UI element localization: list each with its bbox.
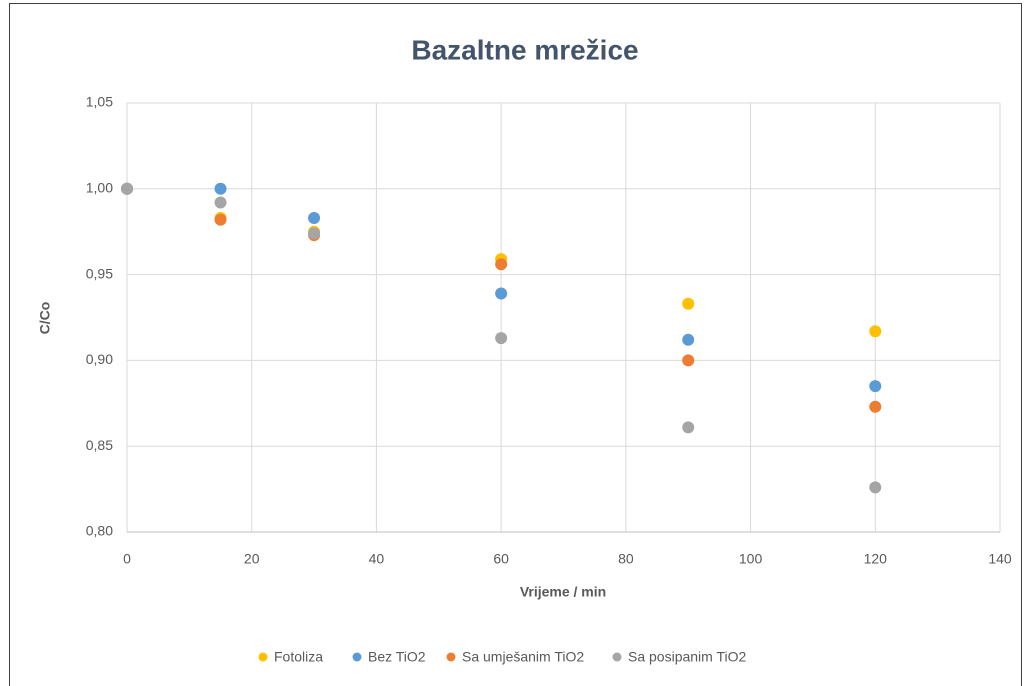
x-tick-label: 0 <box>123 551 131 567</box>
legend-label: Fotoliza <box>274 649 323 665</box>
legend-label: Sa umješanim TiO2 <box>462 649 584 665</box>
y-tick-label: 0,95 <box>86 265 113 281</box>
point <box>682 354 695 367</box>
point <box>495 287 508 300</box>
x-tick-label: 140 <box>988 551 1012 567</box>
legend-marker <box>612 652 622 662</box>
point <box>214 182 227 195</box>
y-tick-label: 0,85 <box>86 437 113 453</box>
point <box>121 182 133 195</box>
point <box>495 332 508 345</box>
point <box>495 258 508 271</box>
point <box>214 196 227 209</box>
point <box>682 421 695 434</box>
point <box>869 325 882 338</box>
y-tick-label: 1,00 <box>86 180 113 196</box>
x-tick-label: 100 <box>739 551 763 567</box>
point <box>308 211 321 224</box>
legend-marker <box>446 652 456 662</box>
y-tick-label: 0,80 <box>86 523 113 539</box>
x-tick-label: 120 <box>864 551 888 567</box>
point <box>214 213 227 226</box>
x-axis-title: Vrijeme / min <box>520 584 606 600</box>
x-tick-label: 60 <box>493 551 509 567</box>
legend-marker <box>352 652 362 662</box>
y-tick-label: 0,90 <box>86 351 113 367</box>
legend-label: Sa posipanim TiO2 <box>628 649 746 665</box>
y-tick-label: 1,05 <box>86 94 113 110</box>
y-axis-title: C/Co <box>37 302 53 335</box>
point <box>308 227 321 240</box>
point <box>682 297 695 310</box>
x-tick-label: 40 <box>369 551 385 567</box>
legend-label: Bez TiO2 <box>368 649 426 665</box>
chart-title: Bazaltne mrežice <box>411 34 638 65</box>
point <box>869 400 882 413</box>
chart-border <box>9 3 1022 686</box>
point <box>682 333 695 346</box>
point <box>869 481 882 494</box>
point <box>869 380 882 393</box>
x-tick-label: 20 <box>244 551 260 567</box>
legend-marker <box>258 652 268 662</box>
x-tick-label: 80 <box>618 551 634 567</box>
